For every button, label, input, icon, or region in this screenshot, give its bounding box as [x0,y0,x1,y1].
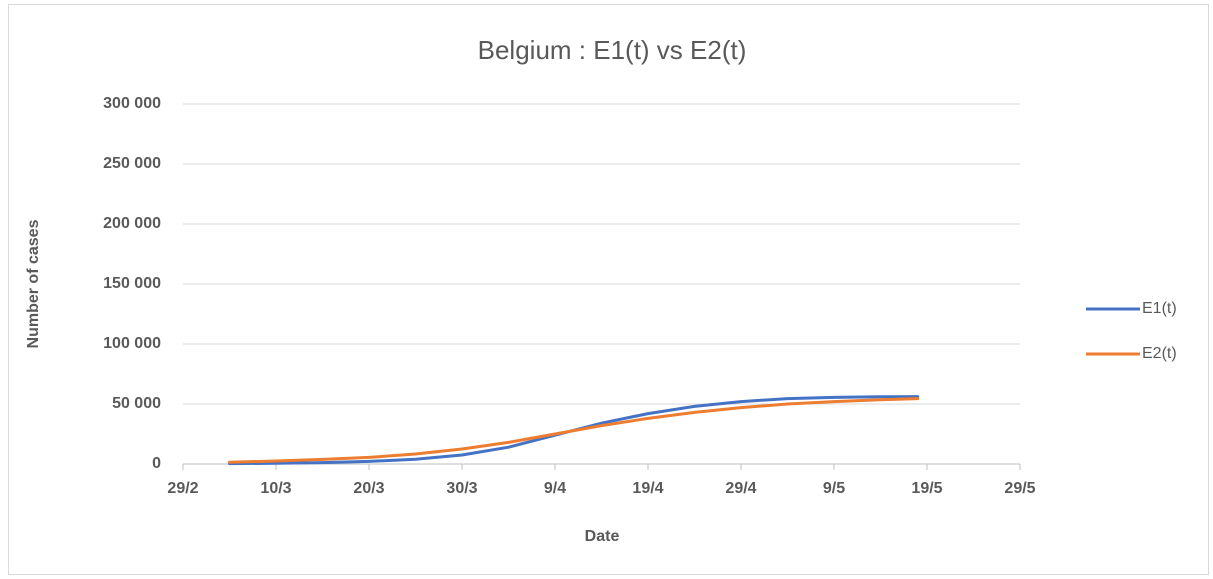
x-axis-label: Date [585,528,620,545]
y-tick-label: 0 [152,455,161,472]
series-line [228,397,920,464]
y-tick-label: 50 000 [112,395,161,412]
x-tick-label: 19/5 [911,480,942,497]
legend-label: E2(t) [1142,345,1177,362]
x-tick-label: 29/4 [725,480,756,497]
chart-title: Belgium : E1(t) vs E2(t) [478,35,747,65]
y-axis-label: Number of cases [25,219,42,348]
x-tick-label: 29/2 [167,480,198,497]
chart-border [8,4,1209,575]
y-tick-label: 300 000 [103,95,161,112]
x-tick-label: 9/4 [544,480,566,497]
y-tick-label: 100 000 [103,335,161,352]
x-tick-label: 10/3 [260,480,291,497]
x-tick-label: 19/4 [632,480,663,497]
x-tick-label: 30/3 [446,480,477,497]
y-tick-label: 150 000 [103,275,161,292]
x-tick-label: 20/3 [353,480,384,497]
y-tick-label: 200 000 [103,215,161,232]
legend-label: E1(t) [1142,300,1177,317]
x-tick-label: 9/5 [823,480,845,497]
x-tick-label: 29/5 [1004,480,1035,497]
y-tick-label: 250 000 [103,155,161,172]
